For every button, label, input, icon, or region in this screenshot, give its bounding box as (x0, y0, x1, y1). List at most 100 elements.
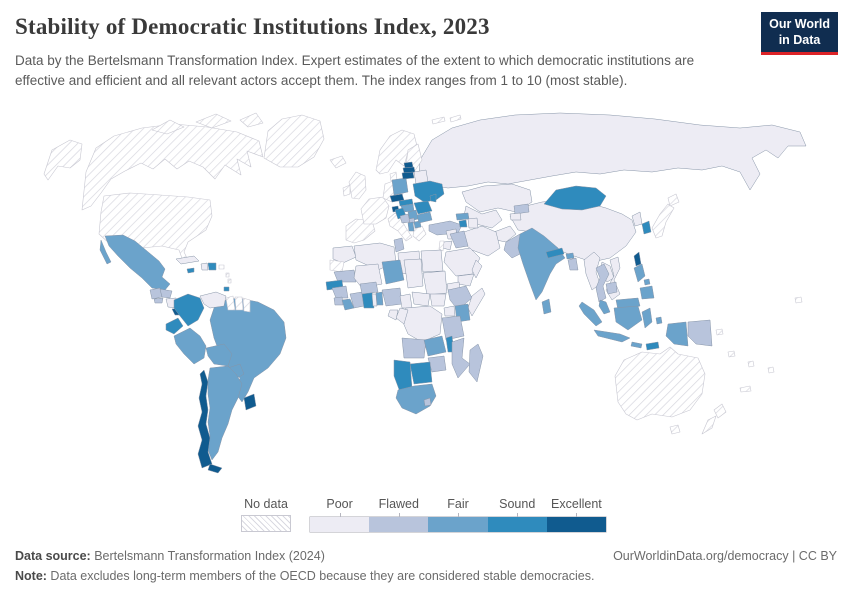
country-niger[interactable] (381, 259, 405, 285)
country-bhutan[interactable] (565, 252, 575, 260)
country-dominican-republic[interactable] (207, 262, 217, 271)
country-honduras[interactable] (159, 288, 173, 299)
country-new-zealand-north[interactable] (713, 403, 727, 419)
country-iberia[interactable] (345, 218, 376, 244)
island-antilles-2[interactable] (227, 278, 232, 284)
country-somalia[interactable] (467, 287, 486, 317)
owid-logo[interactable]: Our World in Data (761, 12, 838, 56)
country-azerbaijan[interactable] (467, 217, 479, 229)
country-india[interactable] (517, 227, 566, 301)
country-burkina-faso[interactable] (359, 281, 379, 295)
owid-url-link[interactable]: OurWorldinData.org/democracy | CC BY (613, 549, 837, 563)
country-greenland[interactable] (263, 114, 325, 168)
country-philippines-luzon[interactable] (633, 263, 646, 283)
country-thailand[interactable] (595, 263, 610, 303)
svalbard-2[interactable] (449, 114, 462, 123)
country-armenia[interactable] (458, 219, 468, 228)
country-nepal[interactable] (545, 247, 565, 259)
country-myanmar[interactable] (583, 251, 601, 291)
country-tasmania[interactable] (669, 424, 681, 435)
country-south-africa[interactable] (395, 383, 437, 415)
country-mexico[interactable] (104, 234, 171, 291)
island-antilles-1[interactable] (225, 272, 230, 278)
country-indonesia-sulawesi[interactable] (641, 307, 653, 329)
country-timor-leste[interactable] (645, 341, 660, 351)
country-indonesia-moluccas[interactable] (655, 316, 663, 325)
country-central-african-republic[interactable] (411, 291, 431, 307)
island-vanuatu[interactable] (747, 360, 755, 368)
legend-no-data-swatch[interactable] (241, 515, 291, 532)
legend-swatch-excellent[interactable] (546, 517, 607, 532)
country-colombia[interactable] (173, 293, 205, 327)
country-kyrgyzstan[interactable] (513, 203, 530, 215)
country-bangladesh[interactable] (567, 257, 579, 271)
legend-swatch-flawed[interactable] (369, 517, 429, 532)
country-papua-new-guinea[interactable] (687, 319, 713, 347)
country-guinea[interactable] (331, 285, 349, 299)
country-ecuador[interactable] (165, 317, 184, 335)
country-venezuela[interactable] (199, 291, 227, 309)
island-micronesia[interactable] (794, 296, 803, 304)
country-peru[interactable] (173, 327, 207, 365)
country-mongolia[interactable] (543, 185, 607, 211)
country-russia[interactable] (417, 112, 807, 191)
country-guyana[interactable] (225, 295, 236, 311)
arctic-island-2[interactable] (195, 113, 232, 129)
country-suriname[interactable] (234, 296, 244, 311)
country-albania[interactable] (407, 221, 415, 232)
legend-swatch-poor[interactable] (310, 517, 370, 532)
country-sudan[interactable] (422, 270, 448, 296)
country-indonesia-papua[interactable] (665, 321, 689, 347)
country-greece[interactable] (412, 225, 427, 242)
country-israel[interactable] (438, 240, 445, 252)
country-egypt[interactable] (420, 249, 444, 273)
country-angola[interactable] (401, 337, 427, 359)
country-australia[interactable] (614, 346, 706, 421)
country-romania[interactable] (413, 200, 433, 215)
country-zambia[interactable] (423, 335, 447, 357)
country-south-sudan[interactable] (429, 293, 447, 307)
country-france[interactable] (360, 196, 390, 225)
svalbard-1[interactable] (431, 116, 446, 125)
country-tajikistan[interactable] (509, 212, 522, 221)
country-cambodia[interactable] (605, 281, 618, 295)
country-tanzania[interactable] (441, 315, 465, 341)
country-oman[interactable] (471, 259, 483, 279)
country-lesotho[interactable] (423, 397, 432, 407)
country-jamaica[interactable] (186, 267, 195, 274)
country-morocco[interactable] (332, 245, 357, 264)
arctic-island-1[interactable] (151, 119, 185, 135)
legend-swatch-fair[interactable] (428, 517, 488, 532)
country-togo[interactable] (371, 293, 378, 307)
country-argentina[interactable] (207, 365, 243, 461)
country-united-kingdom[interactable] (348, 171, 367, 200)
country-cameroon[interactable] (399, 293, 413, 309)
country-japan-hokkaido[interactable] (667, 193, 680, 207)
country-chad[interactable] (403, 258, 424, 289)
country-mauritania[interactable] (333, 269, 357, 283)
country-indonesia-java[interactable] (593, 329, 631, 343)
country-philippines-visayas[interactable] (643, 278, 651, 286)
country-jordan[interactable] (442, 240, 453, 251)
country-yemen[interactable] (457, 273, 475, 287)
country-malaysia-peninsula[interactable] (598, 299, 611, 315)
country-moldova[interactable] (429, 193, 437, 203)
country-canada[interactable] (81, 123, 264, 211)
country-haiti[interactable] (200, 262, 209, 271)
country-mexico-baja[interactable] (99, 239, 112, 265)
country-trinidad[interactable] (223, 286, 230, 292)
country-chile-tierra-del-fuego[interactable] (207, 463, 223, 474)
country-madagascar[interactable] (468, 343, 484, 383)
island-new-britain[interactable] (715, 328, 724, 336)
country-philippines-mindanao[interactable] (639, 285, 655, 300)
country-ukraine[interactable] (412, 180, 445, 203)
country-iceland[interactable] (329, 155, 347, 169)
country-nigeria[interactable] (381, 287, 403, 307)
country-south-korea[interactable] (641, 220, 652, 235)
country-indonesia-borneo[interactable] (613, 305, 643, 331)
country-ireland[interactable] (342, 184, 351, 197)
country-mozambique[interactable] (451, 337, 471, 379)
country-el-salvador[interactable] (153, 297, 164, 304)
country-benin[interactable] (375, 291, 384, 306)
country-puerto-rico[interactable] (218, 264, 225, 270)
